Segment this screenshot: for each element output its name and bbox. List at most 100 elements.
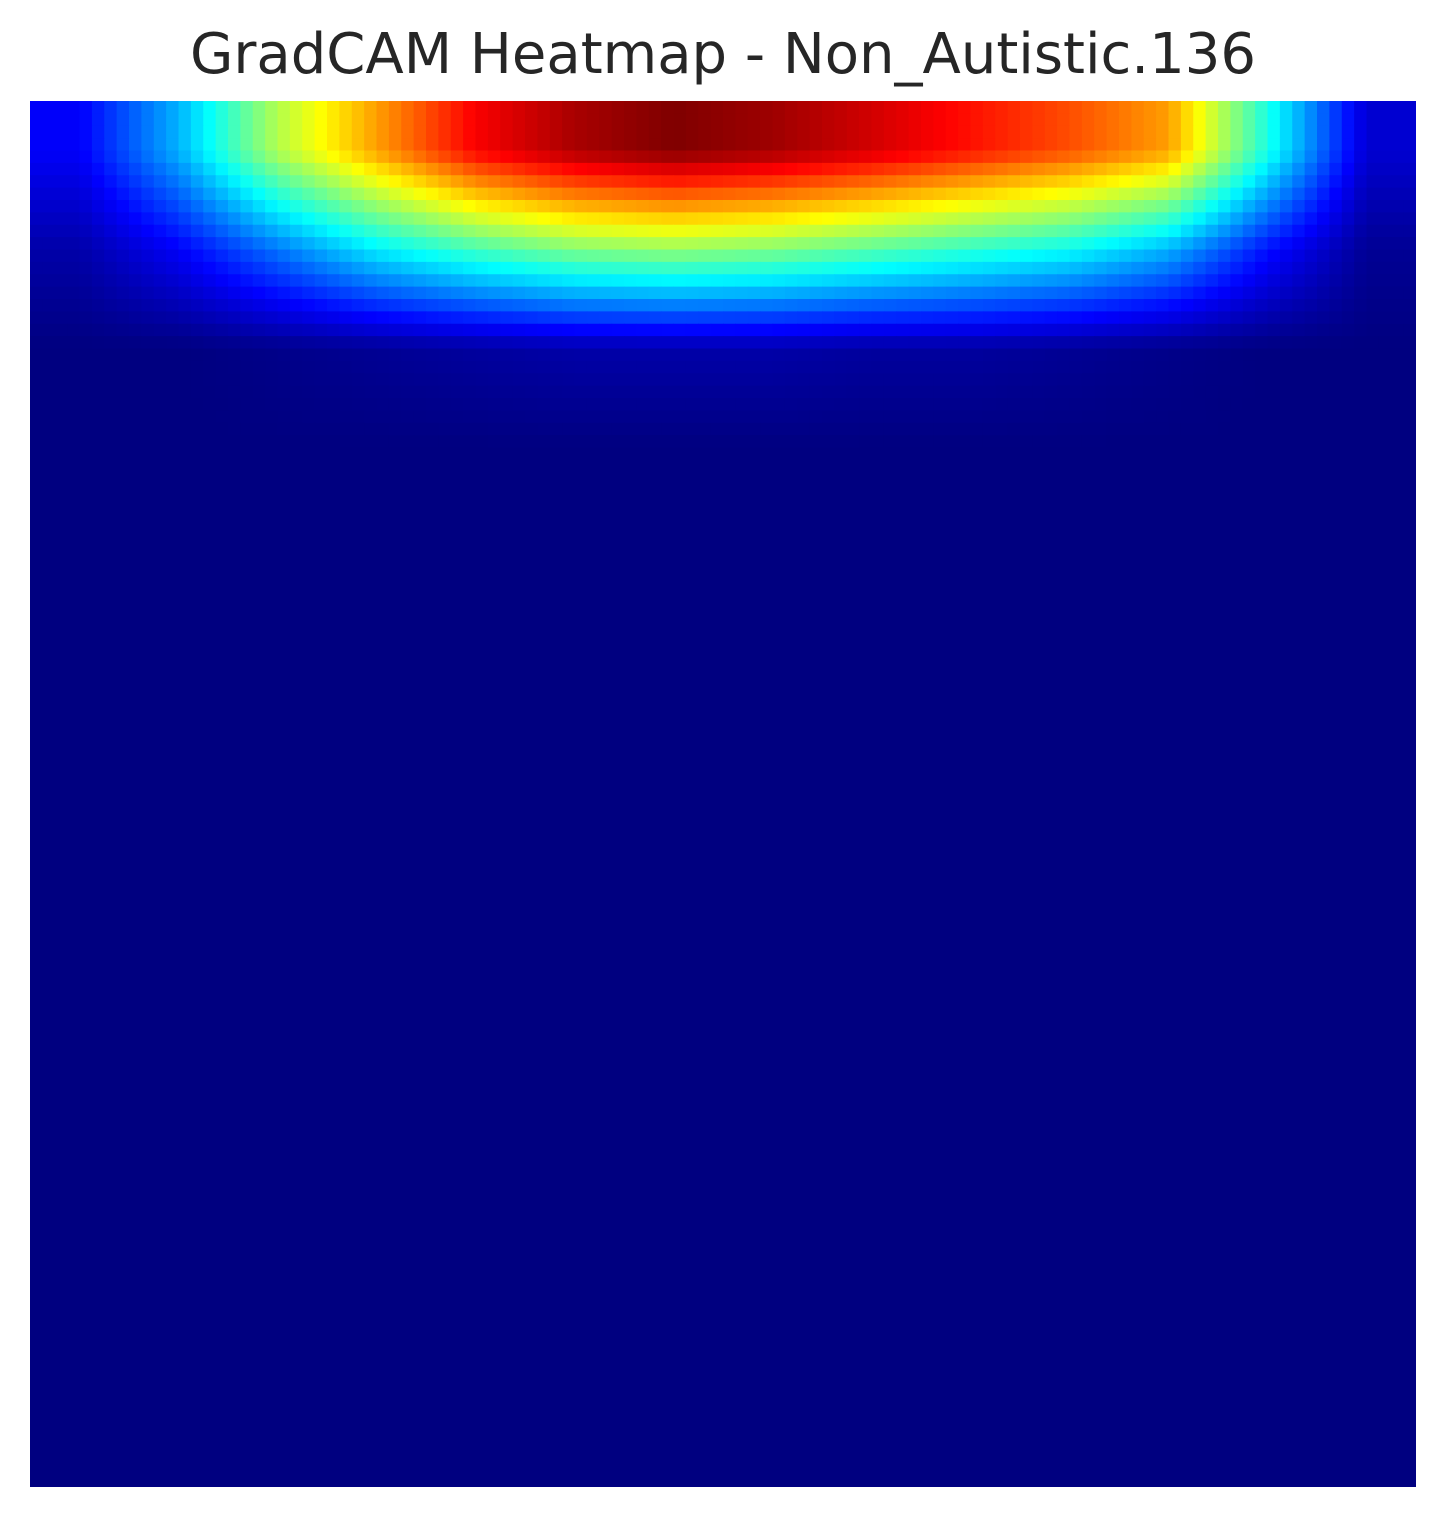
heatmap-cell: [1069, 286, 1083, 300]
heatmap-cell: [327, 348, 340, 362]
heatmap-cell: [846, 620, 860, 634]
heatmap-cell: [1057, 237, 1071, 251]
heatmap-cell: [500, 509, 514, 523]
heatmap-cell: [1044, 509, 1058, 523]
heatmap-cell: [116, 596, 130, 609]
heatmap-cell: [277, 571, 291, 585]
heatmap-cell: [1081, 125, 1095, 139]
heatmap-cell: [661, 398, 675, 411]
heatmap-cell: [562, 162, 576, 176]
heatmap-cell: [661, 224, 675, 238]
heatmap-cell: [302, 175, 316, 189]
heatmap-cell: [67, 410, 81, 424]
heatmap-cell: [921, 360, 934, 374]
heatmap-cell: [141, 373, 155, 387]
heatmap-cell: [314, 212, 328, 226]
heatmap-cell: [30, 558, 43, 572]
heatmap-cell: [735, 101, 749, 114]
heatmap-cell: [1032, 583, 1046, 597]
heatmap-cell: [1020, 101, 1033, 114]
heatmap-cell: [129, 534, 142, 548]
heatmap-cell: [42, 336, 56, 350]
heatmap-cell: [599, 224, 613, 238]
heatmap-cell: [772, 608, 786, 622]
heatmap-cell: [921, 311, 934, 325]
heatmap-cell: [277, 497, 291, 510]
heatmap-cell: [1279, 596, 1293, 609]
heatmap-cell: [1131, 521, 1145, 535]
heatmap-cell: [871, 138, 885, 152]
heatmap-cell: [413, 299, 427, 312]
heatmap-cell: [883, 113, 897, 127]
heatmap-cell: [1106, 571, 1120, 585]
heatmap-cell: [525, 509, 538, 523]
heatmap-cell: [958, 274, 972, 288]
heatmap-cell: [228, 200, 241, 213]
heatmap-cell: [772, 422, 786, 436]
heatmap-cell: [388, 261, 402, 275]
heatmap-cell: [1106, 150, 1120, 164]
heatmap-cell: [450, 435, 464, 449]
heatmap-cell: [1193, 261, 1207, 275]
heatmap-cell: [1143, 261, 1157, 275]
heatmap-cell: [116, 360, 130, 374]
heatmap-cell: [1094, 398, 1108, 411]
heatmap-cell: [240, 212, 254, 226]
heatmap-cell: [203, 398, 217, 411]
heatmap-cell: [1391, 608, 1405, 622]
heatmap-cell: [760, 286, 774, 300]
heatmap-cell: [277, 620, 291, 634]
heatmap-cell: [648, 521, 662, 535]
heatmap-cell: [797, 410, 811, 424]
heatmap-cell: [91, 410, 105, 424]
heatmap-cell: [1119, 484, 1132, 498]
heatmap-cell: [982, 212, 996, 226]
heatmap-cell: [302, 299, 316, 312]
heatmap-cell: [883, 558, 897, 572]
heatmap-cell: [1366, 620, 1380, 634]
heatmap-cell: [54, 484, 68, 498]
heatmap-cell: [512, 113, 526, 127]
heatmap-cell: [685, 323, 699, 337]
heatmap-cell: [426, 447, 439, 461]
heatmap-cell: [1057, 200, 1071, 213]
heatmap-cell: [166, 459, 180, 473]
heatmap-cell: [772, 484, 786, 498]
heatmap-cell: [215, 534, 229, 548]
heatmap-cell: [1242, 323, 1256, 337]
heatmap-cell: [1255, 224, 1269, 238]
heatmap-cell: [512, 447, 526, 461]
heatmap-cell: [784, 360, 798, 374]
heatmap-cell: [277, 101, 291, 114]
heatmap-cell: [995, 398, 1009, 411]
heatmap-cell: [834, 633, 848, 647]
heatmap-cell: [846, 187, 860, 201]
heatmap-cell: [710, 286, 724, 300]
heatmap-cell: [636, 162, 650, 176]
heatmap-cell: [525, 459, 538, 473]
heatmap-cell: [525, 237, 538, 251]
heatmap-cell: [141, 224, 155, 238]
heatmap-cell: [1007, 101, 1021, 114]
heatmap-cell: [426, 546, 439, 560]
heatmap-cell: [822, 558, 835, 572]
heatmap-cell: [1292, 521, 1306, 535]
heatmap-cell: [1057, 249, 1071, 263]
heatmap-cell: [871, 175, 885, 189]
heatmap-cell: [289, 558, 303, 572]
heatmap-cell: [883, 348, 897, 362]
heatmap-cell: [648, 224, 662, 238]
heatmap-cell: [54, 261, 68, 275]
heatmap-cell: [1378, 546, 1392, 560]
heatmap-cell: [166, 620, 180, 634]
heatmap-cell: [1391, 558, 1405, 572]
heatmap-cell: [908, 101, 922, 114]
heatmap-cell: [586, 125, 600, 139]
heatmap-cell: [104, 249, 118, 263]
heatmap-cell: [388, 472, 402, 486]
heatmap-cell: [846, 534, 860, 548]
heatmap-cell: [500, 101, 514, 114]
heatmap-cell: [1230, 583, 1244, 597]
heatmap-cell: [413, 224, 427, 238]
heatmap-cell: [586, 422, 600, 436]
